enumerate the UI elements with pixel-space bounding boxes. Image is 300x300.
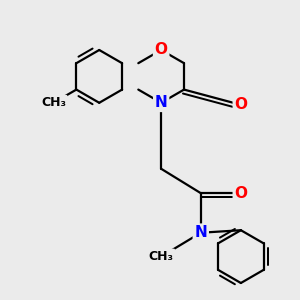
Text: O: O — [234, 97, 248, 112]
Text: O: O — [155, 43, 168, 58]
Text: N: N — [194, 225, 207, 240]
Text: N: N — [155, 95, 167, 110]
Text: O: O — [234, 186, 248, 201]
Text: CH₃: CH₃ — [149, 250, 174, 263]
Text: CH₃: CH₃ — [41, 96, 66, 109]
